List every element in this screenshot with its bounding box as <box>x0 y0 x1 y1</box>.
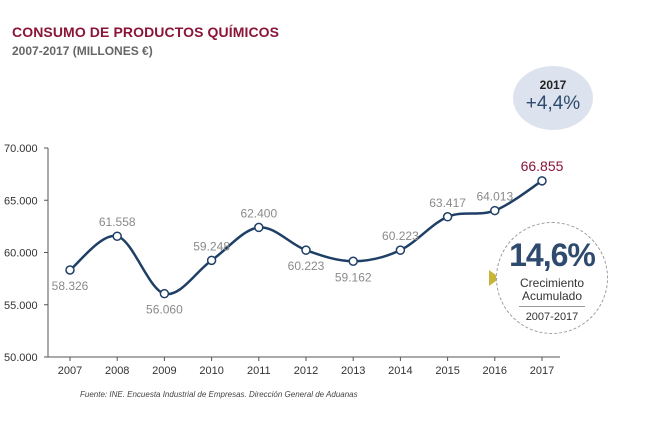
growth-label-line2: Acumulado <box>521 289 583 303</box>
data-label: 60.223 <box>382 229 419 243</box>
data-label: 62.400 <box>240 206 277 220</box>
growth-label-line1: Crecimiento <box>519 276 585 290</box>
data-point <box>490 205 500 216</box>
data-label: 59.248 <box>193 239 230 253</box>
x-tick-label: 2011 <box>247 365 271 377</box>
data-label: 63.417 <box>429 196 466 210</box>
growth-period: 2007-2017 <box>525 311 579 323</box>
triangle-pointer-icon <box>489 270 500 286</box>
data-label: 56.060 <box>146 303 183 317</box>
x-tick-label: 2010 <box>199 365 223 377</box>
x-tick-label: 2009 <box>152 365 176 377</box>
cumulative-growth-circle: 14,6% Crecimiento Acumulado 2007-2017 <box>496 222 608 334</box>
badge-value: +4,4% <box>525 93 581 114</box>
data-point <box>65 265 75 275</box>
y-tick-label: 60.000 <box>4 248 38 260</box>
x-tick-label: 2016 <box>483 365 507 377</box>
data-point <box>442 212 453 222</box>
x-tick-label: 2013 <box>341 365 365 377</box>
data-point <box>254 222 264 233</box>
x-tick-label: 2015 <box>435 365 459 377</box>
growth-divider <box>519 306 585 307</box>
growth-value: 14,6% <box>509 237 596 273</box>
axes: 50.000 55.000 60.000 65.000 70.000 2007 2008 20… <box>4 143 560 377</box>
data-point <box>301 245 311 255</box>
chart-title: CONSUMO DE PRODUCTOS QUÍMICOS <box>12 24 280 40</box>
data-point <box>395 245 406 255</box>
data-label: 61.558 <box>99 215 136 229</box>
y-tick-label: 65.000 <box>4 195 38 207</box>
x-tick-label: 2007 <box>58 365 82 377</box>
yearly-growth-badge: 2017 +4,4% <box>513 66 593 130</box>
x-tick-label: 2012 <box>294 365 318 377</box>
data-label: 58.326 <box>52 279 89 293</box>
data-label: 66.855 <box>521 158 564 174</box>
badge-year: 2017 <box>539 78 567 92</box>
data-point <box>112 231 122 241</box>
chart-subtitle: 2007-2017 (MILLONES €) <box>12 44 153 58</box>
data-label: 59.162 <box>335 270 372 284</box>
data-point <box>348 256 358 267</box>
y-tick-label: 50.000 <box>4 352 38 364</box>
y-tick-label: 70.000 <box>4 143 38 155</box>
data-points: 58.326 61.558 56.060 59.248 62.400 60.223 59.1… <box>52 158 564 317</box>
source-footnote: Fuente: INE. Encuesta Industrial de Empr… <box>80 390 358 399</box>
data-point <box>159 288 170 299</box>
data-label: 64.013 <box>476 190 513 204</box>
x-tick-label: 2014 <box>388 365 412 377</box>
data-label: 60.223 <box>288 259 325 273</box>
x-tick-label: 2017 <box>530 365 554 377</box>
data-point <box>206 255 217 266</box>
y-tick-label: 55.000 <box>4 300 38 312</box>
x-tick-label: 2008 <box>105 365 129 377</box>
data-point <box>537 176 547 186</box>
series-line <box>69 179 543 296</box>
